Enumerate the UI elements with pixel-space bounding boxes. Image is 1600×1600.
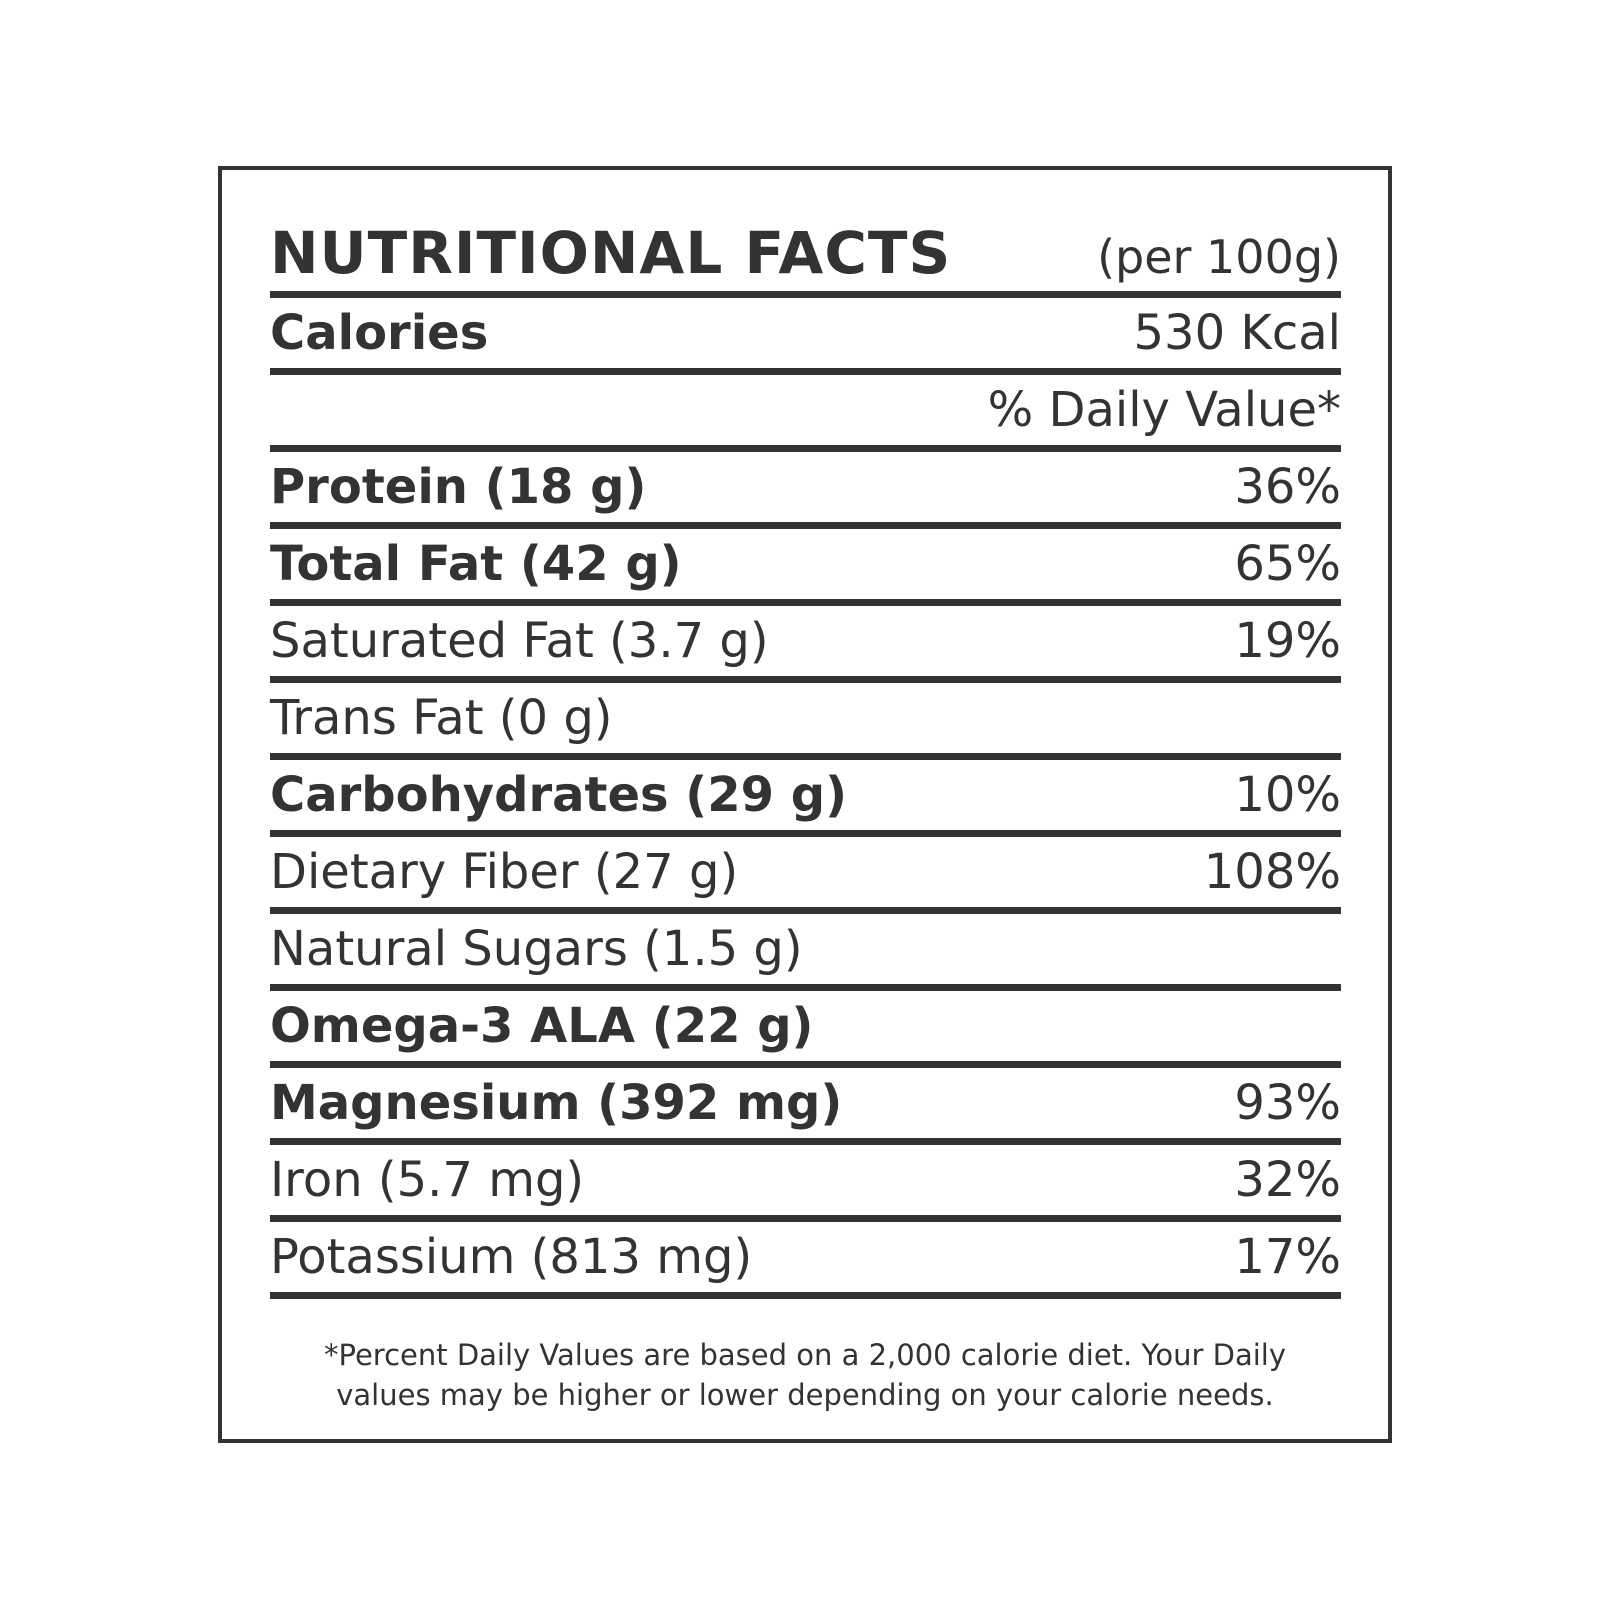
calories-label: Calories: [270, 305, 489, 361]
nutrient-row: Protein (18 g) 36%: [270, 452, 1341, 529]
daily-value-header: % Daily Value*: [987, 382, 1341, 438]
nutrient-table: Calories 530 Kcal % Daily Value* Protein…: [270, 291, 1341, 1299]
nutrient-label: Total Fat (42 g): [270, 536, 682, 592]
nutrient-label: Omega-3 ALA (22 g): [270, 998, 814, 1054]
nutrient-label: Potassium (813 mg): [270, 1229, 753, 1285]
daily-value: 19%: [1234, 613, 1341, 669]
footnote: *Percent Daily Values are based on a 2,0…: [218, 1335, 1392, 1415]
nutrient-label: Saturated Fat (3.7 g): [270, 613, 769, 669]
daily-value: 93%: [1234, 1075, 1341, 1131]
calories-row: Calories 530 Kcal: [270, 298, 1341, 375]
daily-value: 65%: [1234, 536, 1341, 592]
label-border: [218, 166, 1392, 1443]
nutrient-label: Dietary Fiber (27 g): [270, 844, 739, 900]
header: NUTRITIONAL FACTS (per 100g): [270, 200, 1341, 288]
nutrient-row: Natural Sugars (1.5 g): [270, 914, 1341, 991]
nutrient-row: Iron (5.7 mg) 32%: [270, 1145, 1341, 1222]
daily-value: 17%: [1234, 1229, 1341, 1285]
nutrient-label: Magnesium (392 mg): [270, 1075, 843, 1131]
daily-value-row: % Daily Value*: [270, 375, 1341, 452]
nutrient-row: Total Fat (42 g) 65%: [270, 529, 1341, 606]
nutrient-label: Natural Sugars (1.5 g): [270, 921, 803, 977]
nutrient-row: Carbohydrates (29 g) 10%: [270, 760, 1341, 837]
footnote-line: values may be higher or lower depending …: [336, 1378, 1274, 1412]
daily-value: 10%: [1234, 767, 1341, 823]
footnote-line: *Percent Daily Values are based on a 2,0…: [323, 1338, 1286, 1372]
nutrient-label: Iron (5.7 mg): [270, 1152, 585, 1208]
calories-value: 530 Kcal: [1133, 305, 1342, 361]
nutrient-row: Saturated Fat (3.7 g) 19%: [270, 606, 1341, 683]
daily-value: 108%: [1203, 844, 1341, 900]
nutrient-row: Potassium (813 mg) 17%: [270, 1222, 1341, 1299]
nutrient-row: Omega-3 ALA (22 g): [270, 991, 1341, 1068]
nutrient-row: Dietary Fiber (27 g) 108%: [270, 837, 1341, 914]
nutrient-row: Trans Fat (0 g): [270, 683, 1341, 760]
nutrient-label: Protein (18 g): [270, 459, 647, 515]
subtitle: (per 100g): [1097, 230, 1341, 284]
daily-value: 32%: [1234, 1152, 1341, 1208]
title: NUTRITIONAL FACTS: [270, 219, 952, 287]
nutrient-label: Trans Fat (0 g): [270, 690, 613, 746]
nutrient-label: Carbohydrates (29 g): [270, 767, 848, 823]
nutrient-row: Magnesium (392 mg) 93%: [270, 1068, 1341, 1145]
daily-value: 36%: [1234, 459, 1341, 515]
